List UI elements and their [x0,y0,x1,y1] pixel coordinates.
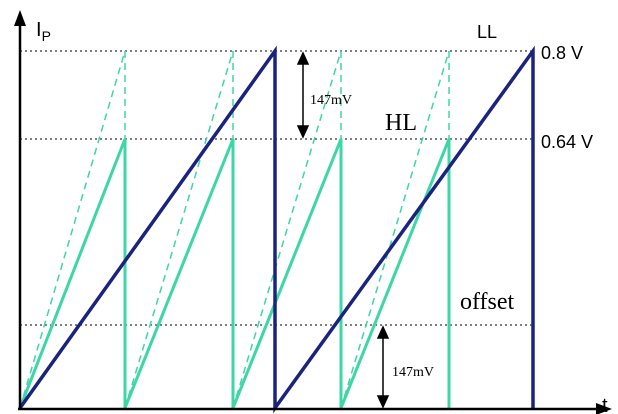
x-axis-arrowhead [596,403,612,414]
y-axis-label: IP [36,19,51,44]
dashed-ramp-4 [340,50,450,409]
navy-sawtooth [18,45,535,414]
top-delta-label: 147mV [310,93,352,108]
ll-value: 0.8 V [541,43,583,63]
hl-label: HL [385,110,417,136]
bottom-delta-label: 147mV [392,365,434,380]
dashed-ramp-3 [232,50,342,409]
dashed-ramp-1 [19,50,126,409]
teal-sawtooth [18,138,451,409]
hl-value: 0.64 V [541,132,593,152]
dashed-ramp-2 [124,50,234,409]
offset-label: offset [460,289,515,315]
y-axis-arrowhead [14,10,26,26]
teal-dashed-ramps [19,50,450,409]
ll-label: LL [477,22,497,42]
axes [14,10,612,414]
x-axis-label: t [602,395,608,414]
bottom-delta-arrow [376,325,390,409]
top-delta-arrow [296,51,310,139]
